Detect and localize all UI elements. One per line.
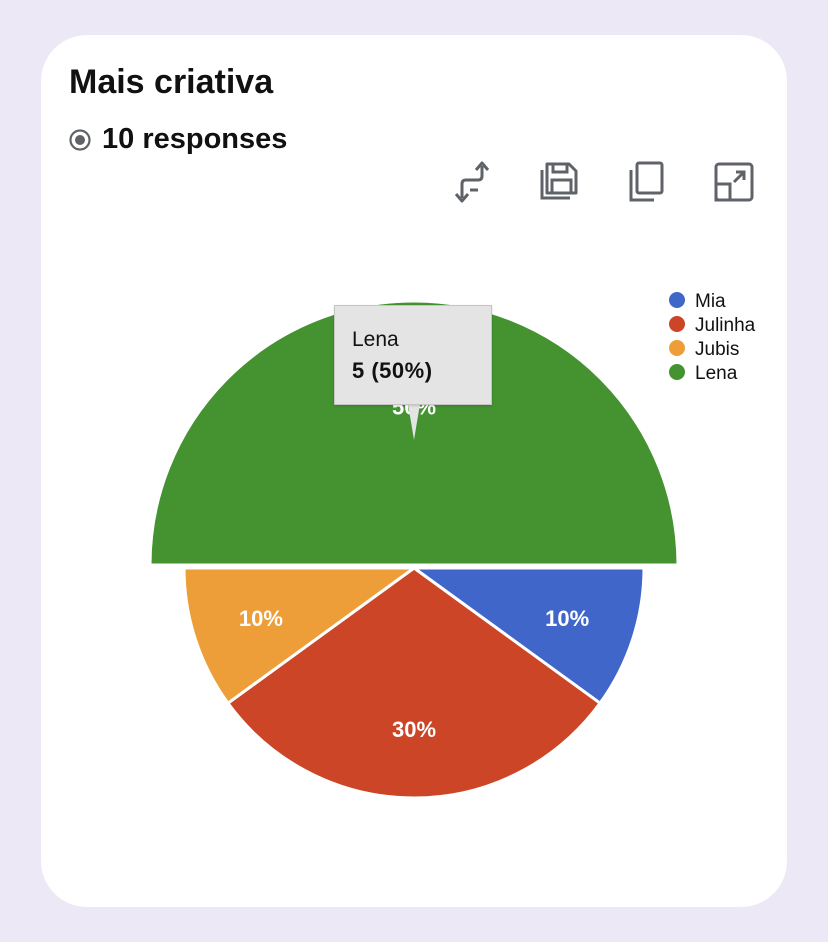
chart-card: Mais criativa 10 responses <box>41 35 787 907</box>
copy-button[interactable] <box>621 157 671 207</box>
chart-title: Mais criativa <box>69 63 274 101</box>
swap-icon <box>454 161 490 203</box>
copy-icon <box>629 161 664 202</box>
pie-slice-mia[interactable] <box>409 566 646 706</box>
pie-slice-julinha[interactable] <box>225 566 603 800</box>
legend-item-julinha[interactable]: Julinha <box>669 315 756 336</box>
tooltip-series-name: Lena <box>352 328 399 351</box>
swap-button[interactable] <box>447 157 497 207</box>
slice-label-julinha: 30% <box>392 717 436 742</box>
save-icon <box>540 162 578 200</box>
save-button[interactable] <box>533 157 583 207</box>
legend-swatch-mia <box>669 292 685 308</box>
tooltip-series-value: 5 (50%) <box>352 358 433 383</box>
chart-tooltip: Lena 5 (50%) <box>334 305 492 405</box>
legend-label-jubis: Jubis <box>695 339 739 360</box>
pie-slice-jubis[interactable] <box>182 566 419 706</box>
slice-label-mia: 10% <box>545 606 589 631</box>
legend-item-mia[interactable]: Mia <box>669 291 726 312</box>
radio-icon <box>69 128 91 151</box>
legend-label-lena: Lena <box>695 363 738 384</box>
legend-swatch-julinha <box>669 316 685 332</box>
legend-label-julinha: Julinha <box>695 315 756 336</box>
legend-swatch-lena <box>669 364 685 380</box>
legend-label-mia: Mia <box>695 291 726 312</box>
responses-label: 10 responses <box>102 123 288 155</box>
legend-item-lena[interactable]: Lena <box>669 363 738 384</box>
slice-label-jubis: 10% <box>239 606 283 631</box>
chart-toolbar <box>441 157 761 207</box>
tooltip-pointer <box>408 404 420 440</box>
responses-count: 10 responses <box>69 125 287 154</box>
expand-button[interactable] <box>709 157 759 207</box>
legend-swatch-jubis <box>669 340 685 356</box>
legend-item-jubis[interactable]: Jubis <box>669 339 739 360</box>
expand-icon <box>714 162 754 202</box>
